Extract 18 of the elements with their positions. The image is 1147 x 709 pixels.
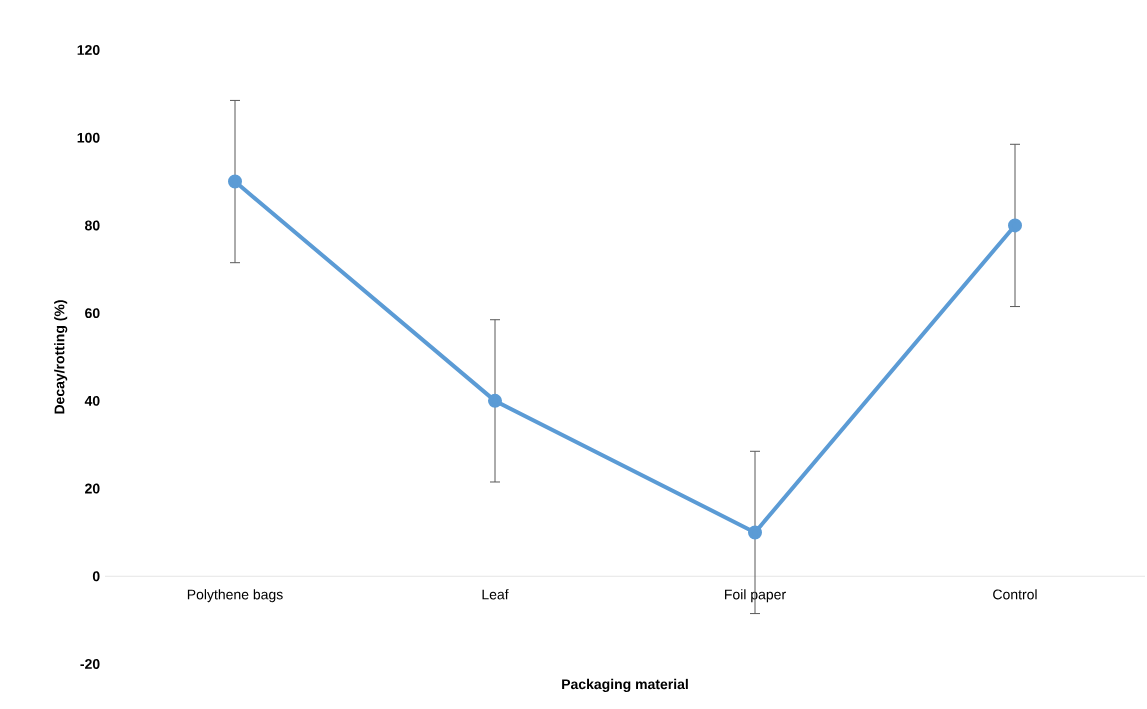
y-tick-label: 0 [92,571,100,582]
y-tick-label: 100 [77,132,100,143]
point [488,393,502,408]
x-tick-label: Foil paper [725,589,786,603]
y-tick-label: 80 [85,220,100,231]
y-tick-label: 40 [84,395,100,406]
x-axis-title: Packaging material [562,678,688,692]
y-axis-title: Decay/rotting (%) [54,300,68,414]
x-tick-label: Control [993,589,1037,600]
y-tick-label: 120 [77,45,100,55]
y-tick-label: -20 [80,659,100,669]
point [748,525,762,540]
x-tick-label: Polythene bags [187,589,283,603]
y-tick-label: 60 [85,308,100,319]
x-tick-label: Leaf [482,589,509,600]
point [1008,218,1022,233]
y-tick-label: 20 [85,483,100,494]
point [228,174,242,189]
